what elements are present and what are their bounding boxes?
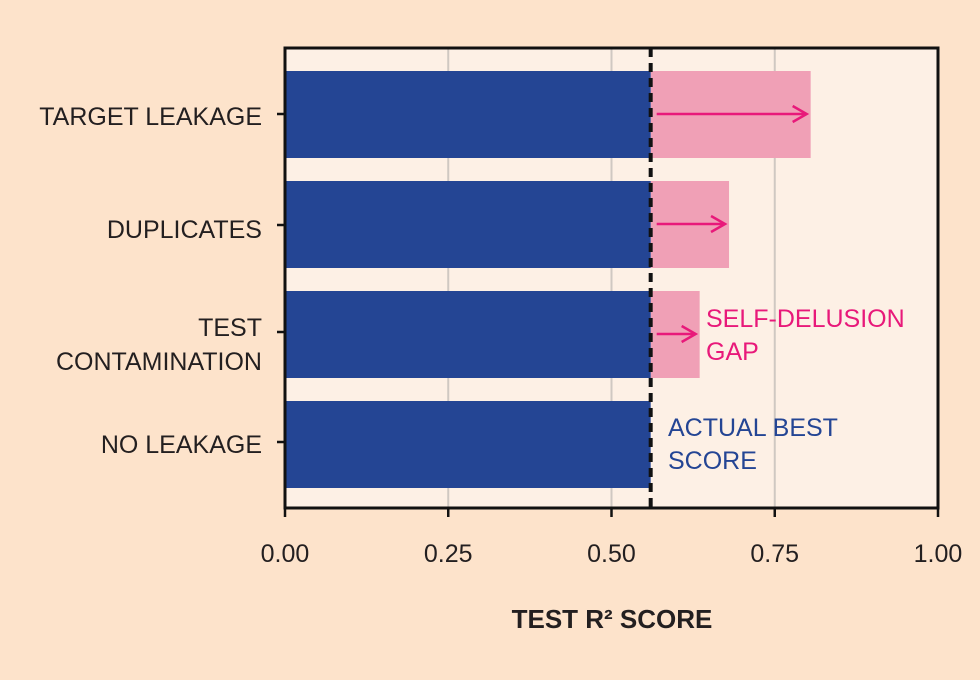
x-tick-label: 1.00 [914, 540, 963, 568]
gap-annotation: GAP [706, 338, 759, 366]
category-label: TARGET LEAKAGE [39, 103, 262, 131]
best-score-bar [285, 181, 651, 268]
x-axis: 0.00 0.25 0.50 0.75 1.00 [261, 508, 963, 568]
best-annotation: ACTUAL BEST [668, 414, 838, 442]
best-score-bar [285, 71, 651, 158]
x-tick-label: 0.25 [424, 540, 473, 568]
x-axis-title: TEST R² SCORE [512, 604, 713, 634]
x-tick-label: 0.75 [750, 540, 799, 568]
category-label: CONTAMINATION [56, 348, 262, 376]
gap-arrow-head [681, 324, 699, 344]
gap-arrow-head [792, 104, 810, 124]
gap-arrows [656, 104, 810, 344]
gap-annotation: SELF-DELUSION [706, 305, 905, 333]
category-label: TEST [198, 314, 262, 342]
best-score-bar [285, 291, 651, 378]
best-annotation: SCORE [668, 447, 757, 475]
y-axis: TARGET LEAKAGE DUPLICATES TEST CONTAMINATIO… [39, 103, 285, 459]
x-tick-label: 0.50 [587, 540, 636, 568]
best-score-bar [285, 401, 651, 488]
category-label: NO LEAKAGE [101, 431, 262, 459]
category-label: DUPLICATES [107, 216, 262, 244]
gap-arrow-head [710, 214, 728, 234]
x-tick-label: 0.00 [261, 540, 310, 568]
annotations: SELF-DELUSION GAP ACTUAL BEST SCORE [668, 305, 905, 475]
